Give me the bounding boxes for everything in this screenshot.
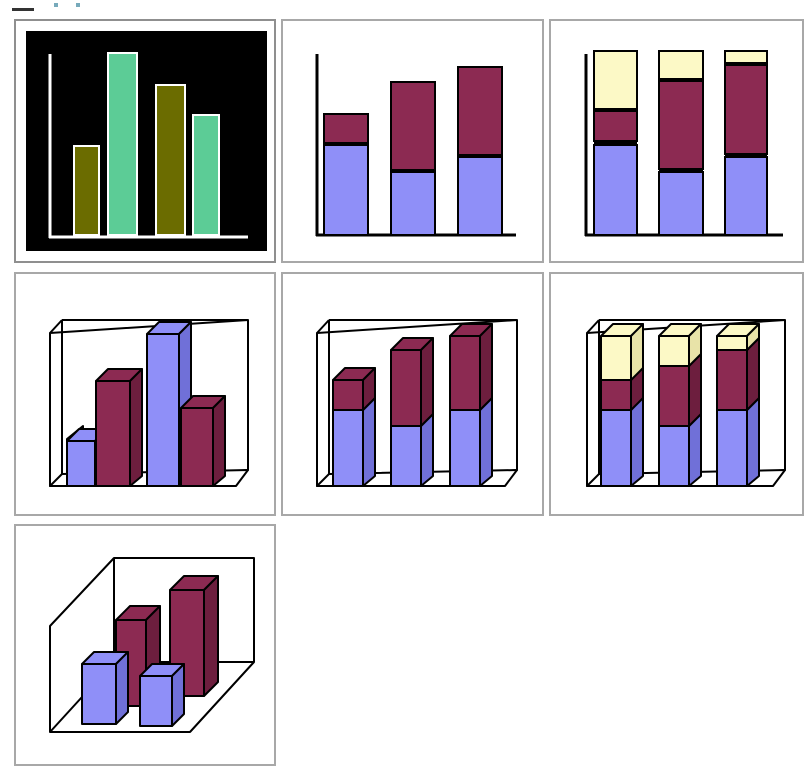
3d-percent-stacked-column-icon [586, 319, 786, 487]
3d-percent-stacked-column-option[interactable] [549, 272, 804, 516]
dialog-top-edge [0, 0, 804, 16]
clustered-column-icon [26, 31, 267, 251]
3d-clustered-column-icon [49, 319, 249, 487]
title-bar-glyph-fragment [54, 3, 80, 7]
percent-stacked-column-option[interactable] [549, 19, 804, 263]
title-bar-fragment [12, 8, 34, 11]
3d-clustered-column-option[interactable] [14, 272, 276, 516]
clustered-column-option[interactable] [14, 19, 276, 263]
3d-column-option[interactable] [14, 524, 276, 766]
stacked-column-option[interactable] [281, 19, 544, 263]
percent-stacked-column-icon [584, 50, 783, 237]
3d-column-icon [49, 557, 255, 733]
stacked-column-icon [315, 54, 516, 237]
3d-stacked-column-option[interactable] [281, 272, 544, 516]
3d-stacked-column-icon [316, 319, 518, 487]
